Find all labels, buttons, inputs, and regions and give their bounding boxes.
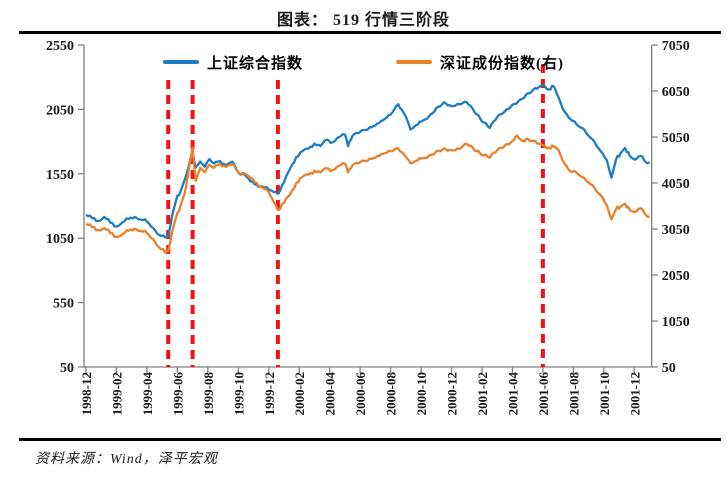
x-tick-label: 2000-12 bbox=[445, 372, 460, 415]
legend-item-szse: 深证成份指数(右) bbox=[396, 51, 564, 73]
x-tick-label: 1999-06 bbox=[170, 372, 185, 416]
x-tick-label: 2000-06 bbox=[353, 372, 368, 416]
title-divider bbox=[19, 31, 721, 34]
x-tick-label: 2000-10 bbox=[414, 372, 429, 415]
legend-item-sse: 上证综合指数 bbox=[163, 51, 303, 73]
x-tick-label: 1998-12 bbox=[79, 372, 94, 415]
right-tick-label: 2050 bbox=[662, 269, 690, 284]
x-tick-label: 2000-08 bbox=[384, 372, 399, 416]
data-source: 资料来源：Wind，泽平宏观 bbox=[35, 452, 218, 467]
right-tick-label: 50 bbox=[662, 361, 676, 376]
right-tick-label: 7050 bbox=[662, 39, 690, 54]
chart-plot: 2550 2050 1550 1050 550 50 7050 6050 5050 4050 305… bbox=[46, 39, 690, 416]
right-tick-label: 1050 bbox=[662, 315, 690, 330]
footer-divider bbox=[19, 438, 721, 441]
sse-line-swatch bbox=[163, 60, 199, 64]
chart-legend: 上证综合指数 深证成份指数(右) bbox=[0, 51, 727, 73]
left-tick-label: 1550 bbox=[46, 168, 74, 183]
x-tick-label: 2000-04 bbox=[323, 372, 338, 416]
legend-label-sse: 上证综合指数 bbox=[207, 55, 304, 72]
x-tick-label: 2001-12 bbox=[627, 372, 642, 415]
left-tick-label: 2550 bbox=[46, 39, 74, 54]
x-tick-label: 2000-02 bbox=[292, 372, 307, 415]
legend-label-szse: 深证成份指数(右) bbox=[440, 55, 564, 72]
right-tick-label: 6050 bbox=[662, 85, 690, 100]
series-line-sse bbox=[85, 83, 651, 239]
right-tick-label: 3050 bbox=[662, 223, 690, 238]
x-tick-label: 1999-10 bbox=[231, 372, 246, 415]
x-tick-label: 1999-02 bbox=[109, 372, 124, 415]
left-tick-label: 550 bbox=[53, 297, 74, 312]
x-tick-label: 1999-08 bbox=[201, 372, 216, 416]
x-tick-label: 2001-08 bbox=[566, 372, 581, 416]
series-line-szse bbox=[85, 134, 650, 254]
x-tick-label: 1999-04 bbox=[140, 372, 155, 416]
left-tick-label: 50 bbox=[60, 361, 74, 376]
left-tick-label: 1050 bbox=[46, 232, 74, 247]
szse-line-swatch bbox=[396, 60, 432, 64]
x-tick-label: 2001-06 bbox=[536, 372, 551, 416]
left-tick-label: 2050 bbox=[46, 103, 74, 118]
right-tick-label: 4050 bbox=[662, 177, 690, 192]
x-tick-label: 2001-10 bbox=[597, 372, 612, 415]
page-title: 图表： 519 行情三阶段 bbox=[276, 12, 450, 29]
x-tick-label: 1999-12 bbox=[262, 372, 277, 415]
x-tick-label: 2001-02 bbox=[475, 372, 490, 415]
right-tick-label: 5050 bbox=[662, 131, 690, 146]
x-tick-label: 2001-04 bbox=[505, 372, 520, 416]
